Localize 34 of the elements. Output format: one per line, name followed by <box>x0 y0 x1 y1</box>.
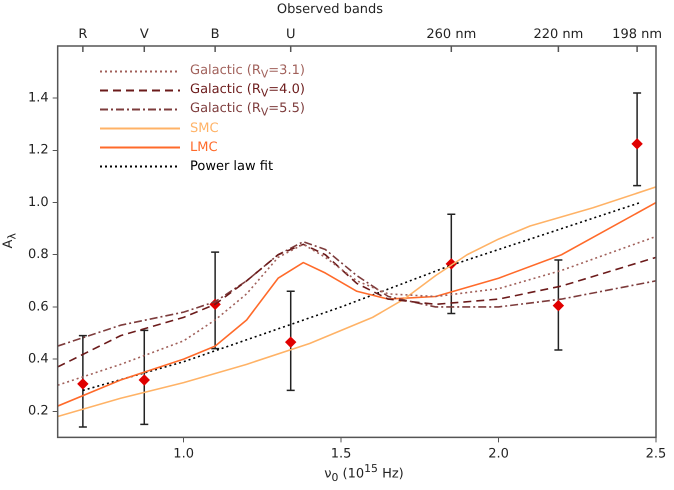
line-series <box>58 244 656 368</box>
annotation: V <box>140 26 149 42</box>
y-tick-label: 1.4 <box>28 90 49 106</box>
x2-axis-title: Observed bands <box>276 2 384 17</box>
point <box>632 138 643 150</box>
text: LMC <box>190 140 218 155</box>
y-tick-label: 1.2 <box>28 142 49 158</box>
x-tick-label: 1.0 <box>173 446 194 462</box>
x-tick-label: 2.0 <box>488 446 509 462</box>
annotation: 260 nm <box>426 26 476 42</box>
y-tick-label: 0.4 <box>28 351 49 366</box>
annotation: 220 nm <box>533 26 584 42</box>
line-series <box>58 236 656 386</box>
annotation: U <box>286 26 296 42</box>
text: Power law fit <box>190 159 274 174</box>
annotation: B <box>210 26 220 42</box>
x-tick-label: 1.5 <box>330 446 352 462</box>
point <box>77 378 88 390</box>
text: Galactic (R$_{V}$=3.1) <box>190 62 305 80</box>
point <box>285 336 296 348</box>
annotation: R <box>78 26 88 42</box>
line-series <box>58 240 656 347</box>
y-tick-label: 0.6 <box>28 299 49 314</box>
point <box>138 374 150 386</box>
y-tick-label: 0.8 <box>28 247 49 262</box>
text: Galactic (R$_{V}$=4.0) <box>190 82 305 100</box>
y-tick-label: 1.0 <box>28 194 49 210</box>
text: SMC <box>190 121 219 136</box>
point <box>552 300 564 312</box>
text: Galactic (R$_{V}$=5.5) <box>190 100 305 118</box>
y-tick-label: 0.2 <box>28 404 49 419</box>
x-axis-title: ν$_{0}$ (10$^{15}$ Hz) <box>324 462 404 484</box>
x-tick-label: 2.5 <box>646 446 666 462</box>
annotation: 198 nm <box>612 26 662 42</box>
